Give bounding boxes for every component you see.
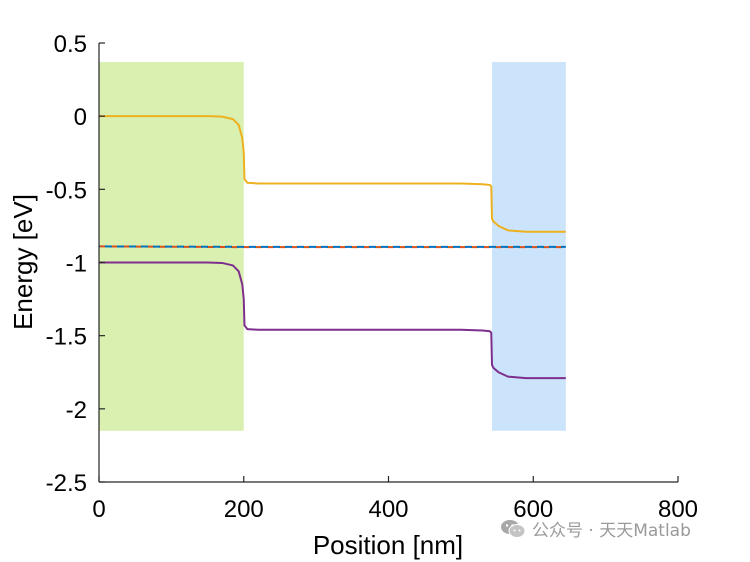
- y-tick-label: 0.5: [54, 31, 87, 58]
- ticks-layer: 0 200 400 600 800 0.5 0 -0.5 -1 -1.5 -2 -2.5: [46, 31, 698, 523]
- wechat-icon: [501, 519, 526, 538]
- x-tick-label: 600: [513, 496, 553, 523]
- y-tick-label: -2: [66, 397, 87, 424]
- x-tick-label: 800: [658, 496, 698, 523]
- x-tick-label: 0: [92, 496, 105, 523]
- y-tick-label: -2.5: [46, 470, 87, 497]
- y-tick-label: -1.5: [46, 324, 87, 351]
- y-axis-label: Energy [eV]: [8, 194, 38, 330]
- y-tick-label: 0: [74, 104, 87, 131]
- series-line-1: [99, 261, 566, 380]
- series-line-0: [99, 115, 566, 233]
- series-layer: [98, 115, 566, 380]
- x-tick-label: 200: [224, 496, 264, 523]
- watermark-text: 公众号 · 天天Matlab: [532, 521, 691, 541]
- y-tick-label: -1: [66, 251, 87, 278]
- x-tick-label: 400: [368, 496, 408, 523]
- x-axis-label: Position [nm]: [313, 530, 463, 560]
- y-tick-label: -0.5: [46, 177, 87, 204]
- watermark: 公众号 · 天天Matlab: [500, 516, 691, 541]
